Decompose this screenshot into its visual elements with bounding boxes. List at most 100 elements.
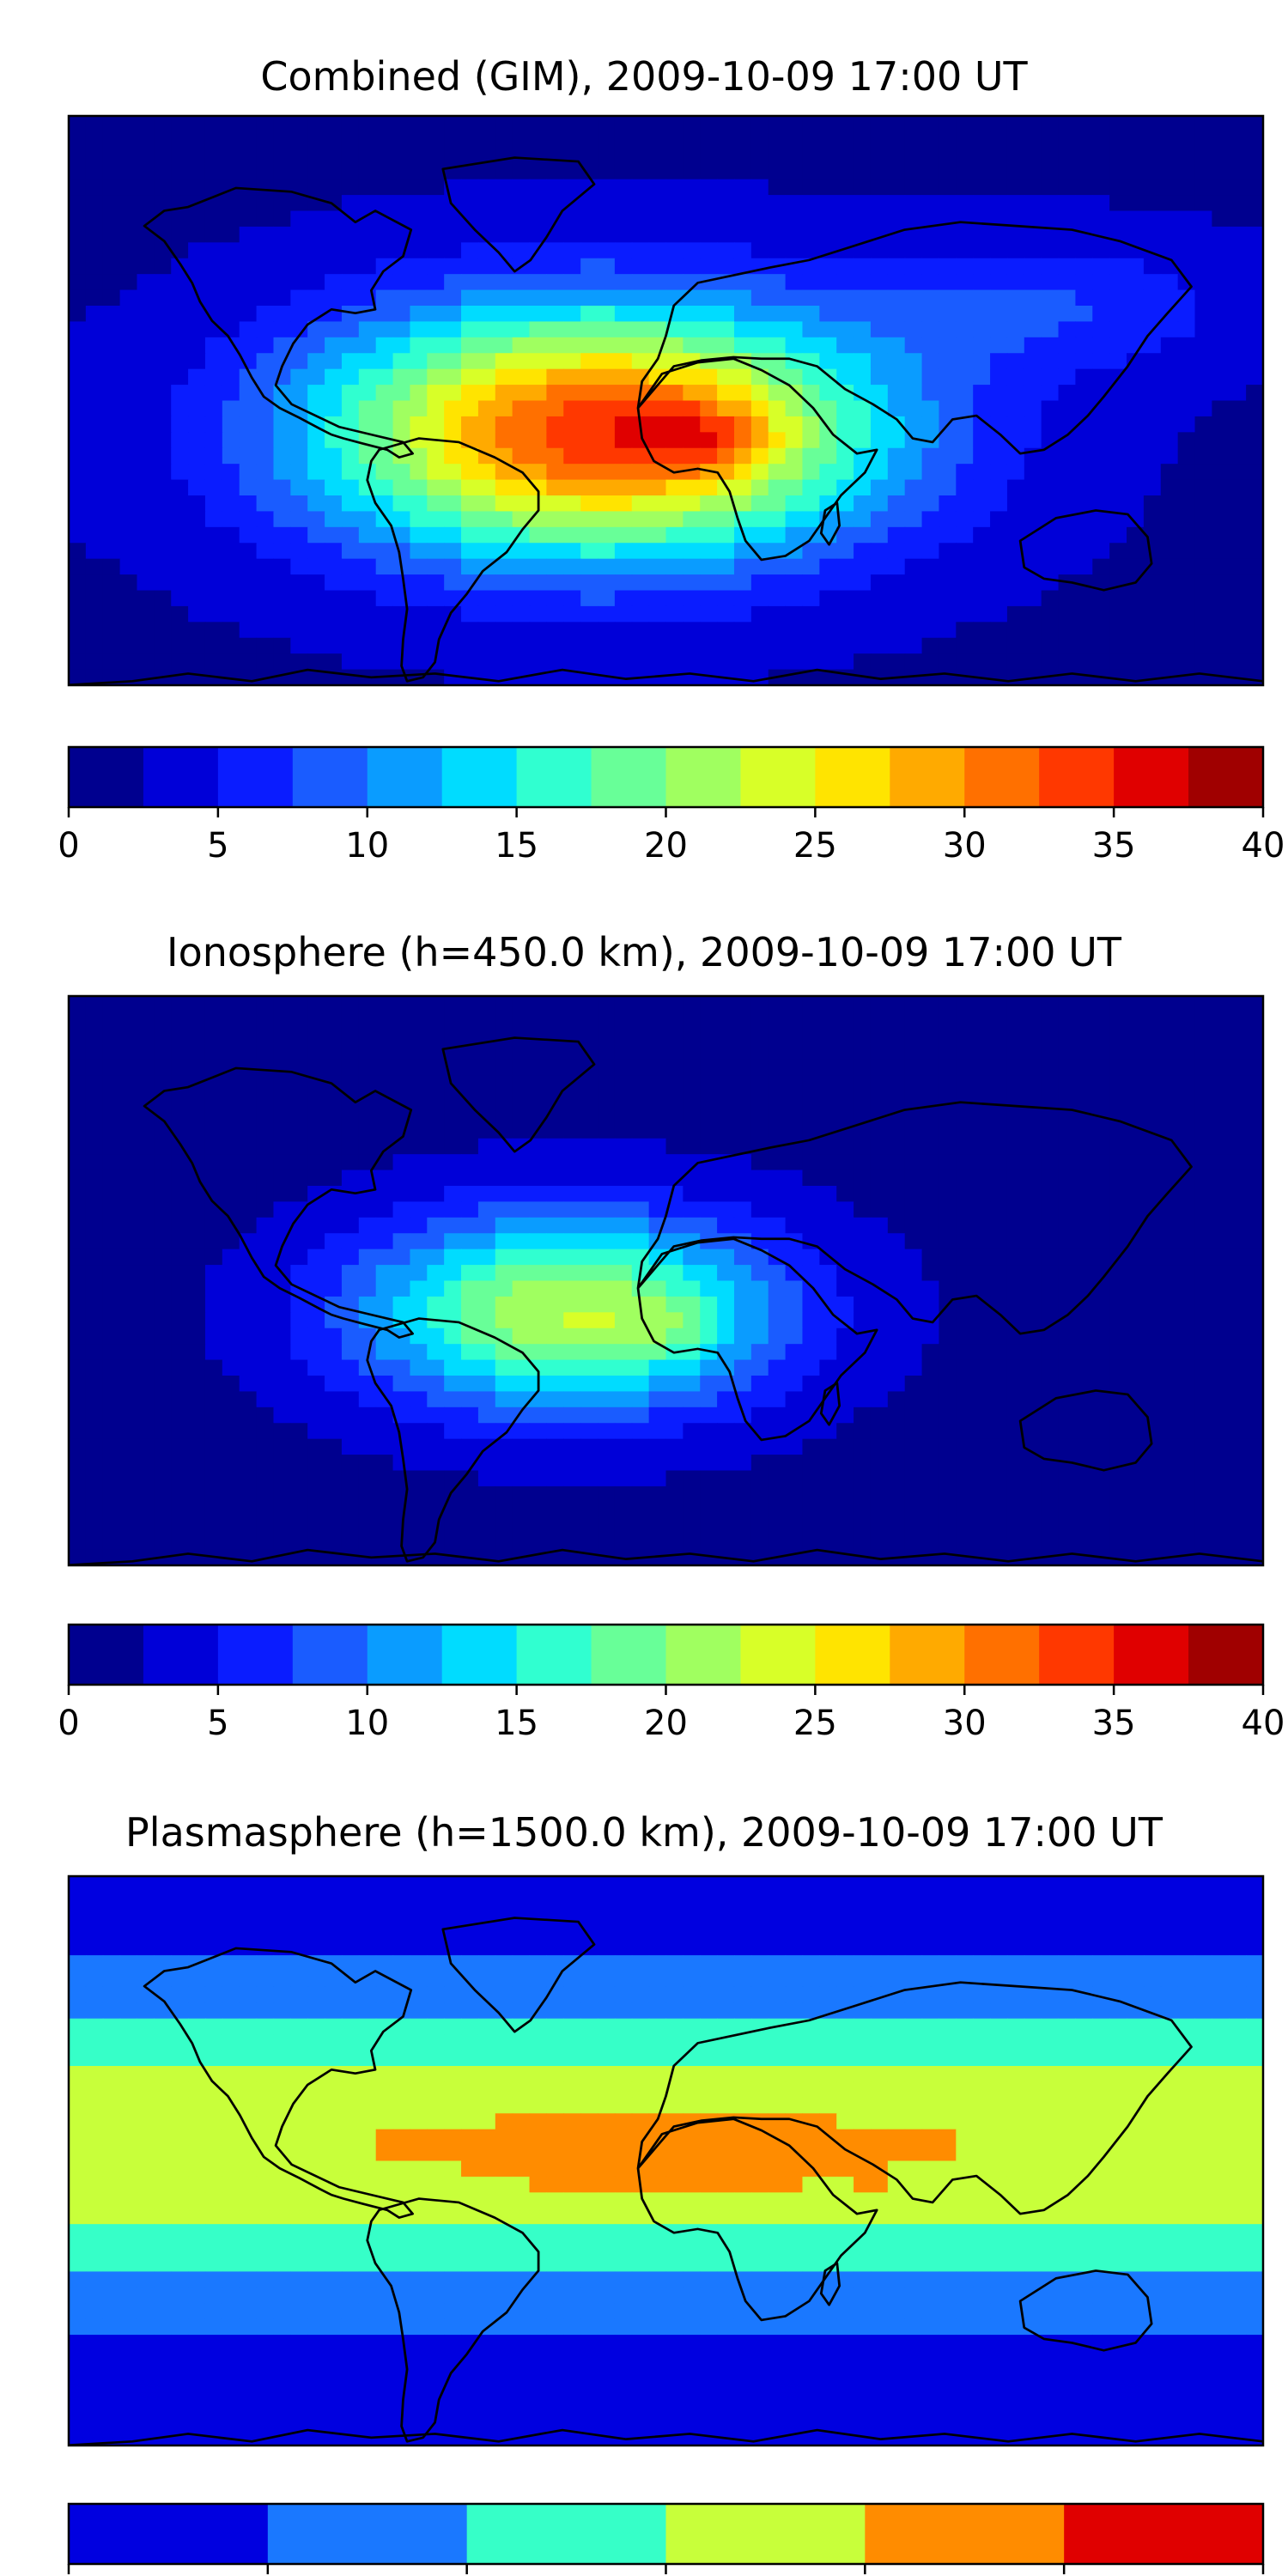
heatmap-cell [1246, 526, 1264, 544]
heatmap-cell [1212, 558, 1230, 575]
heatmap-cell [973, 321, 991, 338]
heatmap-cell [307, 543, 325, 560]
heatmap-cell [461, 1280, 479, 1297]
heatmap-cell [204, 605, 223, 623]
heatmap-cell [1075, 210, 1093, 228]
heatmap-cell [733, 1091, 752, 1108]
heatmap-cell [1160, 1170, 1179, 1187]
heatmap-cell [1246, 1376, 1264, 1393]
heatmap-cell [750, 1438, 769, 1455]
heatmap-cell [290, 353, 308, 370]
heatmap-cell [1109, 526, 1127, 544]
heatmap-cell [325, 1265, 343, 1282]
heatmap-cell [495, 543, 513, 560]
heatmap-cell [69, 195, 87, 212]
heatmap-cell [137, 416, 155, 433]
heatmap-cell [154, 385, 172, 402]
heatmap-cell [495, 1485, 513, 1503]
heatmap-cell [171, 1376, 189, 1393]
heatmap-cell [273, 653, 291, 671]
heatmap-cell [85, 258, 104, 275]
heatmap-cell [854, 1455, 872, 1472]
heatmap-cell [307, 116, 325, 133]
heatmap-cell [614, 1170, 633, 1187]
heatmap-cell [683, 1091, 701, 1108]
heatmap-cell [768, 289, 787, 307]
heatmap-cell [1212, 590, 1230, 607]
heatmap-cell [802, 1296, 820, 1313]
heatmap-cell [1212, 416, 1230, 433]
heatmap-cell [1177, 242, 1196, 259]
heatmap-cell [854, 131, 872, 149]
heatmap-cell [768, 511, 787, 528]
heatmap-cell [1006, 511, 1025, 528]
heatmap-cell [85, 337, 104, 354]
heatmap-cell [290, 511, 308, 528]
heatmap-cell [119, 210, 138, 228]
heatmap-cell [733, 1344, 752, 1361]
heatmap-cell [580, 1091, 598, 1108]
heatmap-cell [1143, 1438, 1162, 1455]
heatmap-cell [1229, 653, 1247, 671]
heatmap-cell [1160, 306, 1179, 323]
heatmap-cell [887, 1201, 906, 1218]
heatmap-cell [204, 1376, 223, 1393]
heatmap-cell [290, 479, 308, 496]
heatmap-cell [69, 1059, 87, 1076]
heatmap-cell [854, 1154, 872, 1171]
heatmap-cell [563, 1502, 581, 1519]
heatmap-cell [819, 179, 837, 196]
heatmap-cell [222, 1170, 240, 1187]
heatmap-cell [1109, 1359, 1127, 1376]
heatmap-cell [325, 400, 343, 417]
heatmap-cell [358, 1186, 377, 1203]
heatmap-cell [1143, 1075, 1162, 1092]
heatmap-cell [375, 1534, 394, 1551]
heatmap-cell [325, 321, 343, 338]
heatmap-cell [1058, 179, 1077, 196]
heatmap-cell [1109, 543, 1127, 560]
heatmap-cell [921, 116, 940, 133]
heatmap-cell [836, 1027, 854, 1044]
heatmap-cell [1212, 605, 1230, 623]
heatmap-cell [477, 1059, 496, 1076]
heatmap-cell [85, 1027, 104, 1044]
heatmap-cell [256, 526, 275, 544]
heatmap-cell [392, 1296, 411, 1313]
heatmap-cell [870, 1027, 889, 1044]
heatmap-cell [768, 400, 787, 417]
heatmap-cell [69, 1502, 87, 1519]
heatmap-cell [1127, 195, 1145, 212]
heatmap-cell [887, 368, 906, 386]
heatmap-cell [307, 590, 325, 607]
heatmap-cell [768, 1376, 787, 1393]
heatmap-cell [1075, 258, 1093, 275]
heatmap-cell [700, 385, 718, 402]
heatmap-cell [1194, 1391, 1212, 1408]
heatmap-cell [665, 258, 683, 275]
heatmap-cell [921, 368, 940, 386]
heatmap-cell [273, 1059, 291, 1076]
heatmap-cell [341, 1012, 360, 1029]
heatmap-cell [154, 526, 172, 544]
heatmap-cell [358, 274, 377, 291]
heatmap-cell [256, 274, 275, 291]
heatmap-cell [119, 1312, 138, 1329]
heatmap-cell [188, 179, 206, 196]
heatmap-cell [546, 1075, 564, 1092]
heatmap-cell [154, 1233, 172, 1250]
heatmap-cell [154, 464, 172, 481]
heatmap-cell [1212, 1312, 1230, 1329]
heatmap-cell [1212, 637, 1230, 654]
heatmap-cell [239, 1376, 258, 1393]
heatmap-cell [477, 622, 496, 639]
heatmap-cell [683, 1249, 701, 1266]
heatmap-cell [1246, 1012, 1264, 1029]
heatmap-cell [768, 590, 787, 607]
heatmap-cell [1024, 653, 1042, 671]
heatmap-cell [256, 1027, 275, 1044]
heatmap-cell [956, 1217, 974, 1234]
heatmap-cell [102, 447, 121, 465]
heatmap-cell [887, 1376, 906, 1393]
heatmap-cell [836, 1327, 854, 1345]
